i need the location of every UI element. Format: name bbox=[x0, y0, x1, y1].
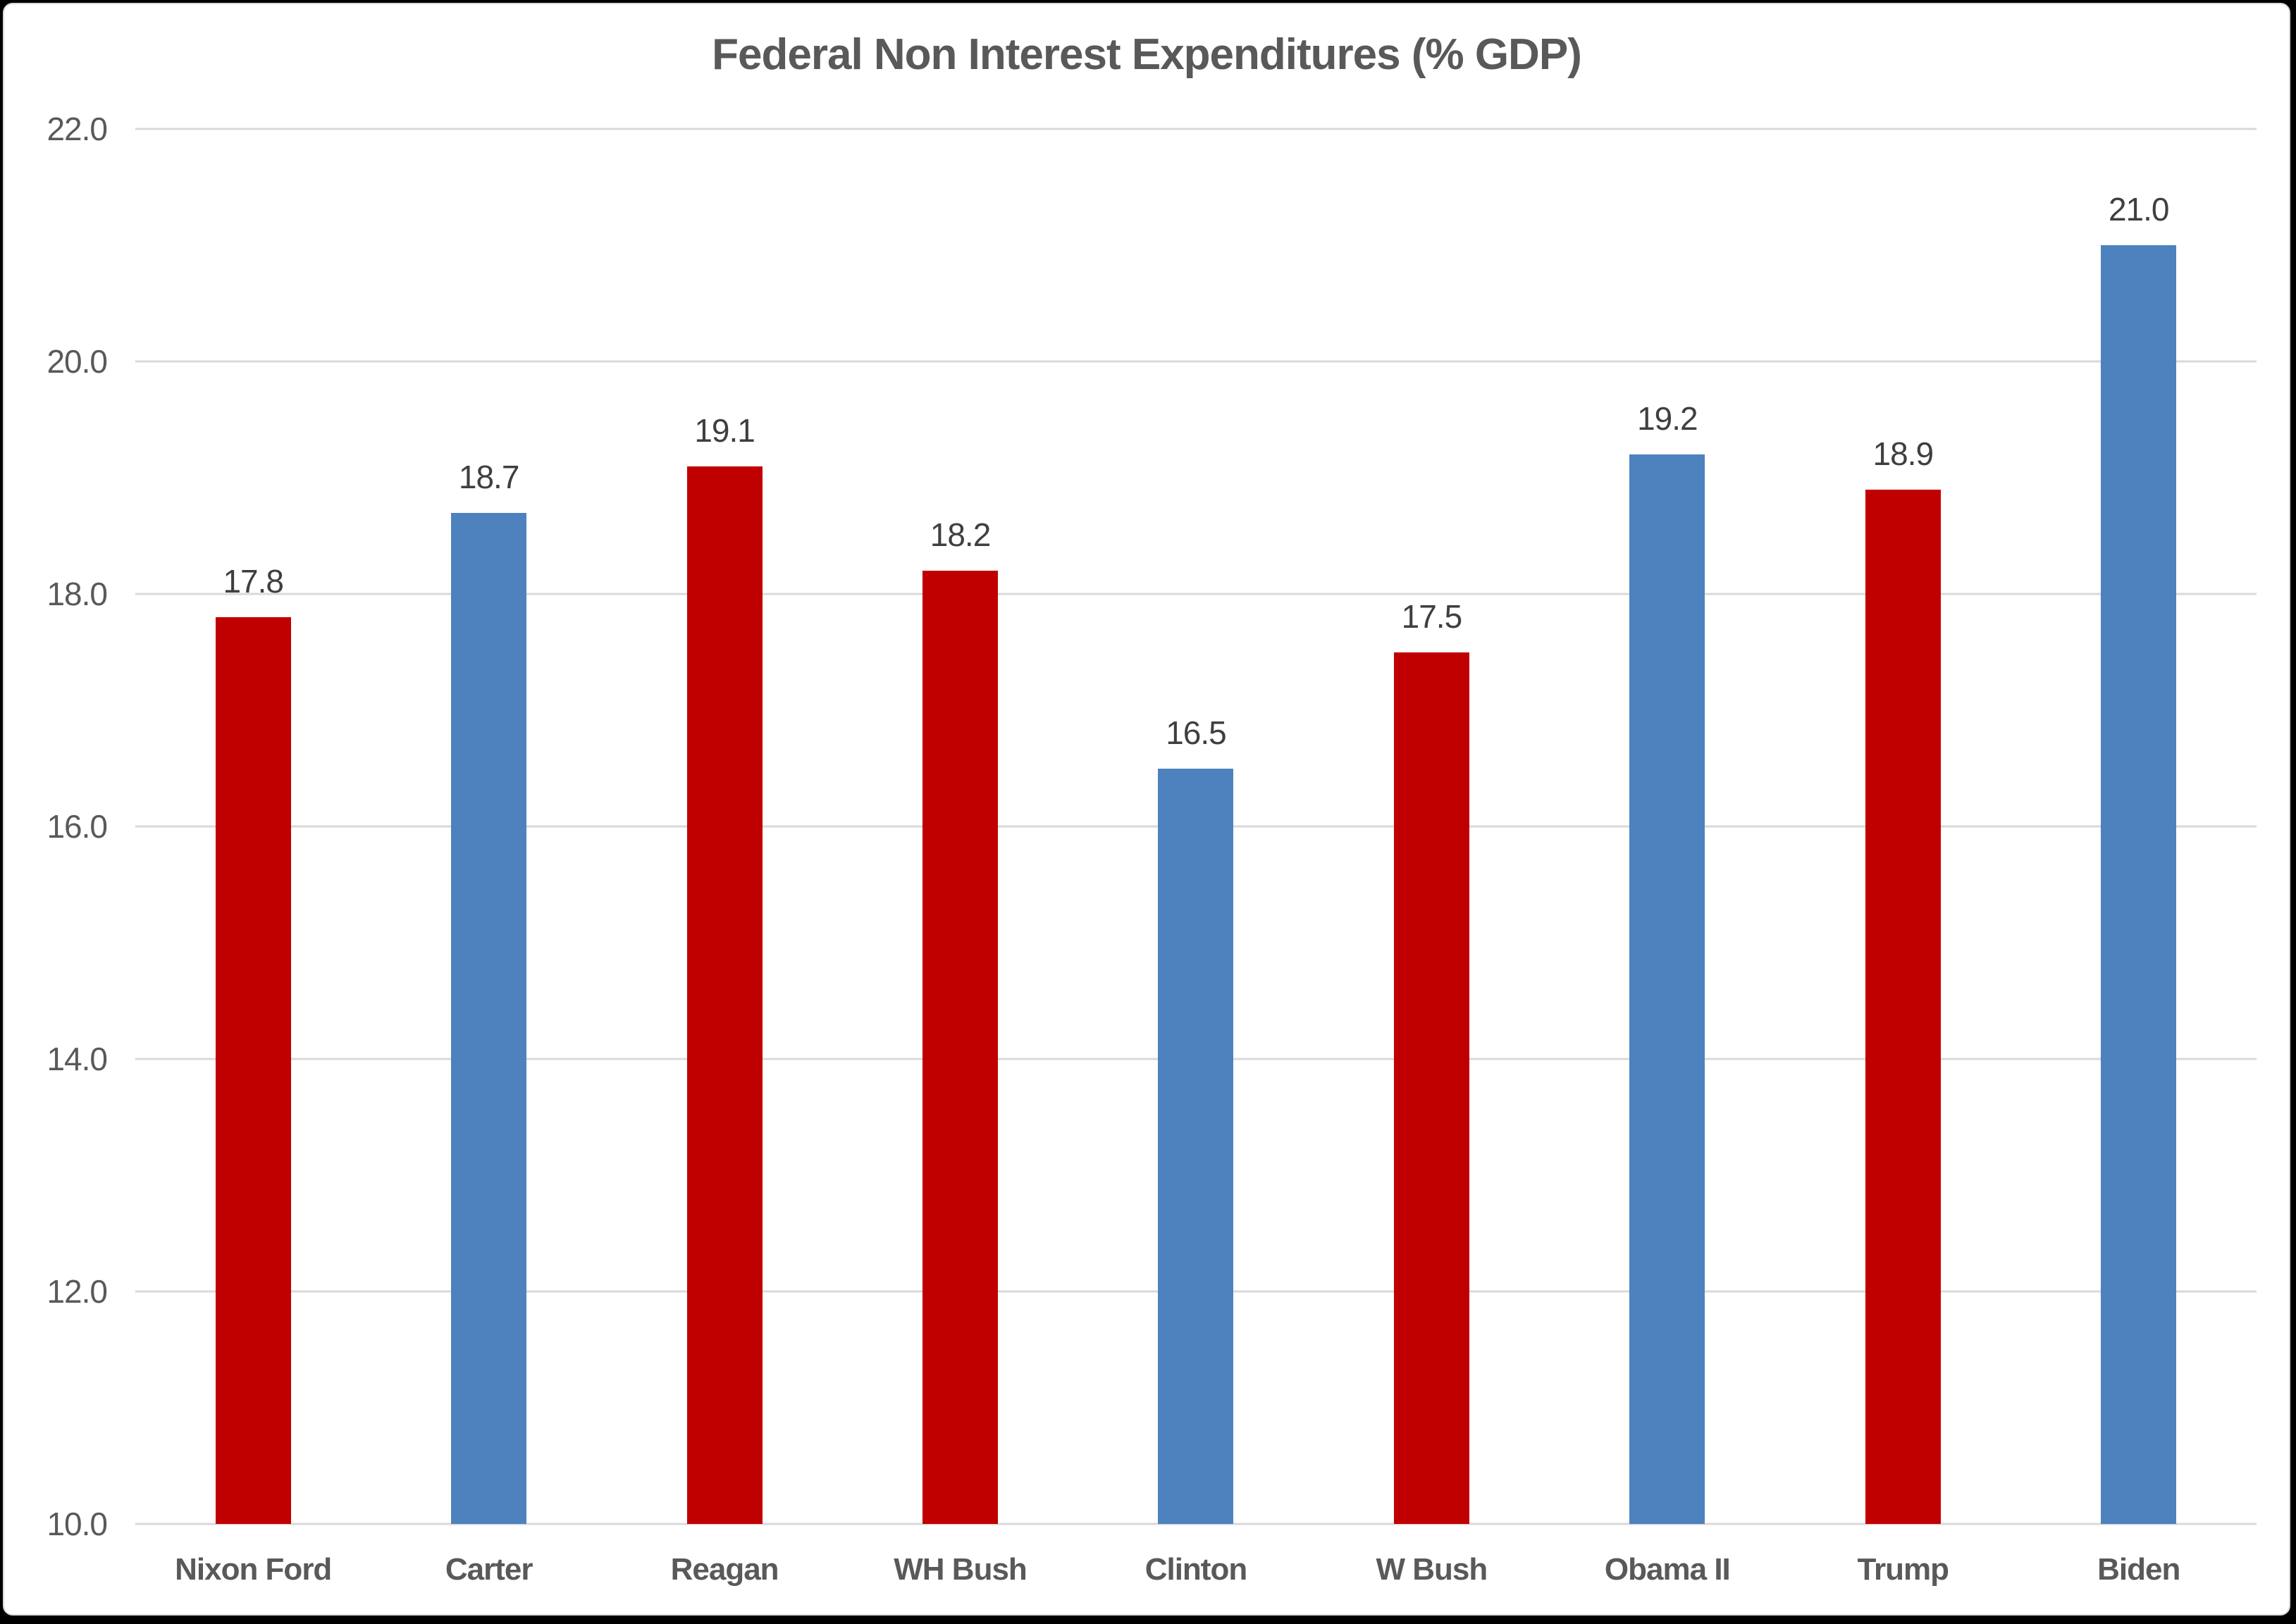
xtick-label-clinton: Clinton bbox=[1144, 1552, 1248, 1587]
plot-area: 10.0 12.0 14.0 16.0 18.0 20.0 22.0 17.8 18.7 19.… bbox=[47, 111, 2257, 1542]
bar-value-label: 18.9 bbox=[1872, 435, 1934, 472]
ytick-label-22.0: 22.0 bbox=[47, 111, 108, 147]
bar-rect bbox=[922, 571, 999, 1524]
bar-slot-clinton: 16.5 bbox=[1078, 129, 1314, 1524]
xtick-label-carter: Carter bbox=[445, 1552, 533, 1587]
ytick-label-12.0: 12.0 bbox=[47, 1273, 108, 1310]
bar-value-label: 21.0 bbox=[2108, 191, 2170, 228]
bar-rect bbox=[1158, 768, 1234, 1524]
bar-rect bbox=[2101, 245, 2177, 1524]
bar-slot-w-bush: 17.5 bbox=[1314, 129, 1549, 1524]
xtick-label-w-bush: W Bush bbox=[1376, 1552, 1488, 1587]
gridline-10.0 bbox=[135, 1523, 2257, 1525]
xtick-label-obama-ii: Obama II bbox=[1604, 1552, 1731, 1587]
ytick-label-18.0: 18.0 bbox=[47, 576, 108, 612]
xtick-label-reagan: Reagan bbox=[670, 1552, 779, 1587]
bar-rect bbox=[1865, 489, 1941, 1524]
bar-value-label: 19.2 bbox=[1637, 400, 1698, 437]
bar-slot-trump: 18.9 bbox=[1785, 129, 2020, 1524]
bars-row: 17.8 18.7 19.1 18.2 16.5 17.5 19.2 18.9 21.0 bbox=[135, 129, 2257, 1524]
bar-slot-wh-bush: 18.2 bbox=[842, 129, 1078, 1524]
xaxis-labels: Nixon Ford Carter Reagan WH Bush Clinton W Bu… bbox=[135, 1552, 2257, 1587]
bar-value-label: 17.5 bbox=[1401, 597, 1463, 635]
bar-rect bbox=[686, 466, 763, 1524]
bar-slot-reagan: 19.1 bbox=[607, 129, 842, 1524]
xtick-label-biden: Biden bbox=[2097, 1552, 2180, 1587]
ytick-label-20.0: 20.0 bbox=[47, 343, 108, 380]
bar-slot-biden: 21.0 bbox=[2021, 129, 2257, 1524]
xtick-label-nixon-ford: Nixon Ford bbox=[175, 1552, 332, 1587]
bar-value-label: 18.7 bbox=[458, 458, 520, 495]
chart-title: Federal Non Interest Expenditures (% GDP… bbox=[712, 30, 1582, 79]
gridline-18.0 bbox=[135, 593, 2257, 595]
bar-slot-obama-ii: 19.2 bbox=[1550, 129, 1785, 1524]
bar-value-label: 17.8 bbox=[223, 563, 284, 600]
bar-rect bbox=[1393, 652, 1469, 1524]
ytick-label-16.0: 16.0 bbox=[47, 808, 108, 845]
bar-value-label: 19.1 bbox=[694, 411, 755, 449]
ytick-label-10.0: 10.0 bbox=[47, 1506, 108, 1542]
bar-value-label: 16.5 bbox=[1166, 714, 1227, 751]
bar-slot-carter: 18.7 bbox=[371, 129, 606, 1524]
bar-rect bbox=[1629, 454, 1705, 1524]
gridline-20.0 bbox=[135, 360, 2257, 363]
gridline-22.0 bbox=[135, 128, 2257, 130]
xtick-label-trump: Trump bbox=[1857, 1552, 1949, 1587]
bar-rect bbox=[451, 512, 527, 1524]
bar-value-label: 18.2 bbox=[930, 516, 992, 553]
bar-rect bbox=[215, 617, 291, 1524]
xtick-label-wh-bush: WH Bush bbox=[894, 1552, 1027, 1587]
bar-slot-nixon-ford: 17.8 bbox=[135, 129, 371, 1524]
ytick-label-14.0: 14.0 bbox=[47, 1041, 108, 1077]
